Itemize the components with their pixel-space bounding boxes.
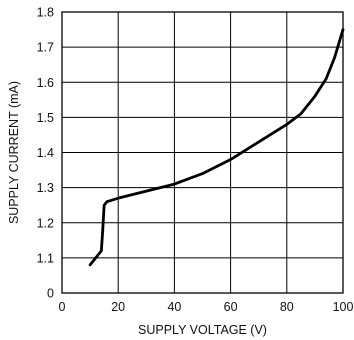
y-tick-label: 0 (47, 287, 54, 301)
y-tick-label: 1.4 (37, 146, 54, 160)
y-tick-label: 1.8 (37, 6, 54, 20)
x-axis-label: SUPPLY VOLTAGE (V) (138, 323, 267, 337)
y-tick-labels: 0 1.1 1.2 1.3 1.4 1.5 1.6 1.7 1.8 (37, 6, 54, 301)
x-tick-label: 100 (333, 300, 354, 314)
x-tick-label: 60 (224, 300, 238, 314)
plot-frame (61, 11, 344, 294)
y-tick-label: 1.7 (37, 41, 54, 55)
x-tick-label: 40 (167, 300, 181, 314)
y-tick-label: 1.3 (37, 181, 54, 195)
y-axis-label: SUPPLY CURRENT (mA) (7, 81, 21, 224)
x-tick-label: 80 (280, 300, 294, 314)
grid (62, 12, 343, 293)
y-tick-label: 1.5 (37, 111, 54, 125)
x-tick-label: 20 (111, 300, 125, 314)
x-tick-labels: 0 20 40 60 80 100 (59, 300, 354, 314)
x-tick-label: 0 (59, 300, 66, 314)
y-tick-label: 1.2 (37, 216, 54, 230)
y-tick-label: 1.1 (37, 251, 54, 265)
series-line (88, 28, 345, 267)
y-tick-label: 1.6 (37, 76, 54, 90)
